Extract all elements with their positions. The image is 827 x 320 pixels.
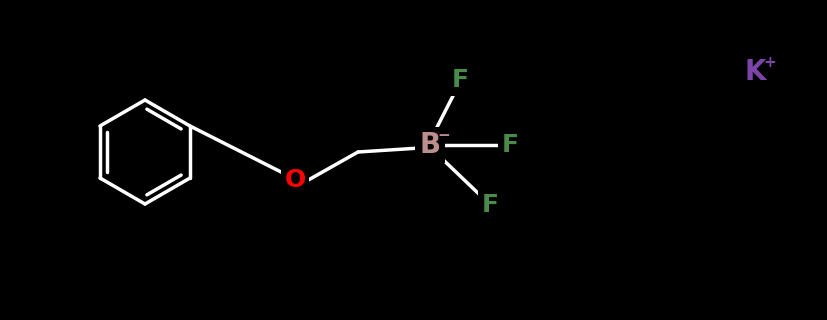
- Text: F: F: [481, 193, 498, 217]
- Text: O: O: [284, 168, 305, 192]
- Text: −: −: [437, 127, 450, 142]
- Text: F: F: [501, 133, 518, 157]
- Text: B: B: [419, 131, 440, 159]
- Text: K: K: [743, 58, 765, 86]
- Text: +: +: [762, 54, 776, 69]
- Text: F: F: [451, 68, 468, 92]
